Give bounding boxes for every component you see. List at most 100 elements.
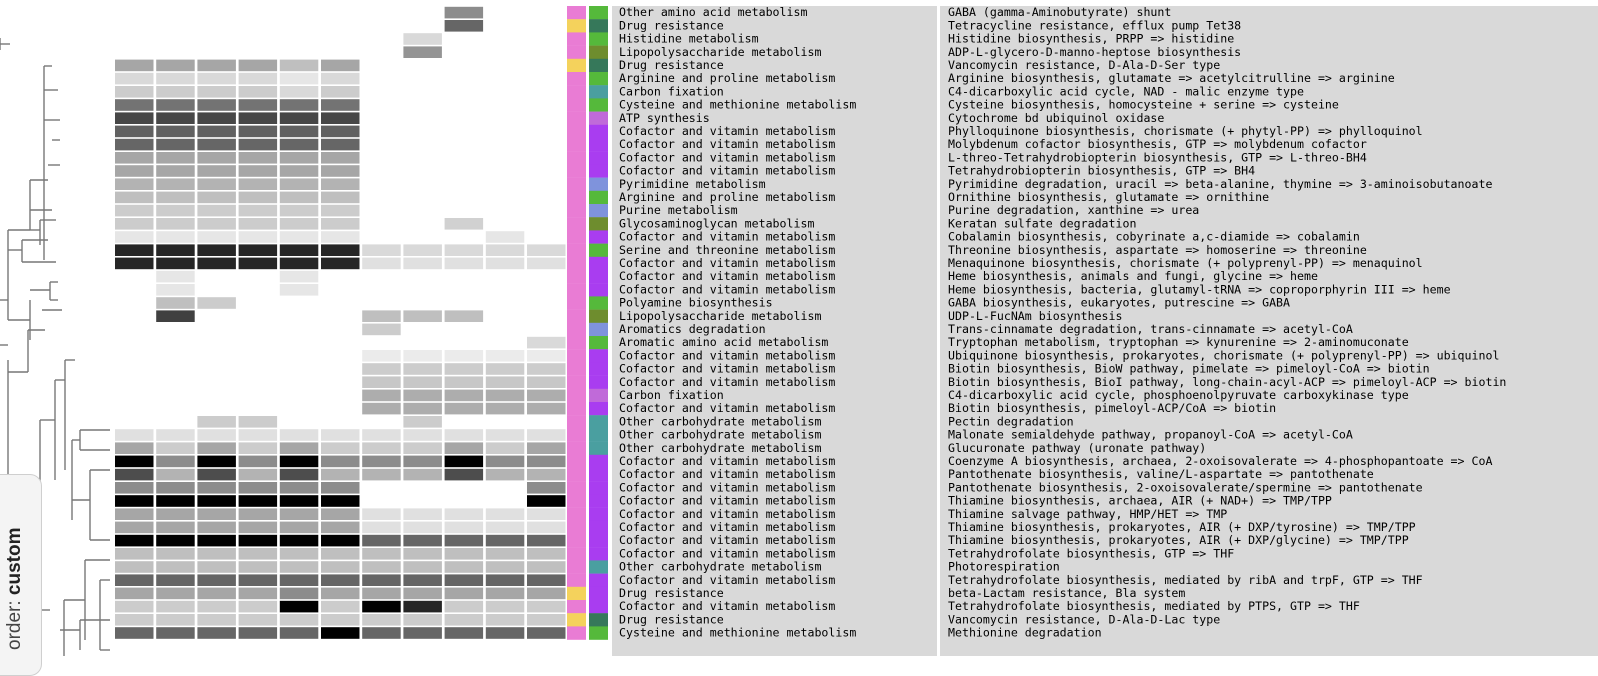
heatmap-cell xyxy=(115,508,154,520)
heatmap-cell xyxy=(115,548,154,560)
heatmap-cell xyxy=(403,402,442,415)
heatmap-cell xyxy=(444,442,484,454)
heatmap-cell xyxy=(403,244,442,256)
category-bar-segment xyxy=(589,362,608,376)
heatmap-cell xyxy=(115,257,154,270)
heatmap-cell xyxy=(444,429,484,441)
heatmap-cell xyxy=(156,587,195,600)
heatmap-cell xyxy=(321,614,360,626)
heatmap-cell xyxy=(444,257,484,270)
heatmap-cell xyxy=(156,627,195,639)
module-label: Threonine biosynthesis, aspartate => hom… xyxy=(948,243,1367,257)
module-label: Thiamine biosynthesis, archaea, AIR (+ N… xyxy=(948,494,1332,508)
heatmap-cell xyxy=(238,178,278,190)
order-tab[interactable] xyxy=(0,474,42,676)
heatmap-cell xyxy=(115,561,154,573)
category-label: Pyrimidine metabolism xyxy=(619,177,766,191)
group-bar-segment xyxy=(567,190,586,205)
heatmap-cell xyxy=(321,204,360,217)
category-label: Cofactor and vitamin metabolism xyxy=(619,269,835,283)
heatmap-cell xyxy=(485,429,525,441)
category-bar-segment xyxy=(589,454,608,469)
category-label: Lipopolysaccharide metabolism xyxy=(619,45,821,59)
heatmap-cell xyxy=(527,587,566,600)
category-label: Cofactor and vitamin metabolism xyxy=(619,494,835,508)
heatmap-cell xyxy=(197,455,236,468)
heatmap-cell xyxy=(403,310,442,322)
heatmap-cell xyxy=(238,72,278,85)
heatmap-cell xyxy=(197,112,236,124)
heatmap-cell xyxy=(403,442,442,454)
heatmap-cell xyxy=(279,218,319,230)
heatmap-cell xyxy=(321,152,360,164)
heatmap-cell xyxy=(485,350,525,362)
heatmap-cell xyxy=(238,600,278,613)
heatmap-cell xyxy=(279,455,319,468)
heatmap-cell xyxy=(115,614,154,626)
group-bar-segment xyxy=(567,164,586,178)
order-selector[interactable]: order: custom xyxy=(4,528,26,651)
heatmap-cell xyxy=(115,178,154,190)
category-label: Cofactor and vitamin metabolism xyxy=(619,467,835,481)
group-bar-segment xyxy=(567,124,586,139)
heatmap-cell xyxy=(485,627,525,639)
category-label: Other carbohydrate metabolism xyxy=(619,428,821,442)
heatmap-cell xyxy=(527,600,566,613)
heatmap-cell xyxy=(403,561,442,573)
heatmap-cell xyxy=(362,561,401,573)
module-label: Ornithine biosynthesis, glutamate => orn… xyxy=(948,190,1269,204)
heatmap-cell xyxy=(115,627,154,639)
category-bar-segment xyxy=(589,243,608,257)
heatmap-cell xyxy=(444,614,484,626)
heatmap-cell xyxy=(238,125,278,138)
heatmap-cell xyxy=(238,99,278,111)
heatmap-cell xyxy=(115,72,154,85)
heatmap-cell xyxy=(362,442,401,454)
group-bar-segment xyxy=(567,375,586,389)
heatmap-cell xyxy=(527,402,566,415)
heatmap-cell xyxy=(527,350,566,362)
heatmap-cell xyxy=(279,561,319,573)
heatmap-cell xyxy=(444,455,484,468)
heatmap-cell xyxy=(197,178,236,190)
heatmap-cell xyxy=(238,244,278,256)
category-label: Cofactor and vitamin metabolism xyxy=(619,454,835,468)
group-bar-segment xyxy=(567,85,586,99)
category-label: Carbon fixation xyxy=(619,388,724,402)
heatmap-cell xyxy=(403,627,442,639)
heatmap-cell xyxy=(362,614,401,626)
heatmap-cell xyxy=(238,468,278,481)
module-label: Ubiquinone biosynthesis, prokaryotes, ch… xyxy=(948,348,1499,362)
heatmap-cell xyxy=(279,495,319,507)
module-label: Molybdenum cofactor biosynthesis, GTP =>… xyxy=(948,137,1367,151)
heatmap-cell xyxy=(321,534,360,547)
category-bar-segment xyxy=(589,441,608,455)
heatmap-cell xyxy=(321,548,360,560)
group-bar-segment xyxy=(567,230,586,244)
heatmap-cell xyxy=(321,165,360,177)
category-bar-segment xyxy=(589,58,608,73)
heatmap-cell xyxy=(321,508,360,520)
group-bar-segment xyxy=(567,138,586,152)
heatmap-cell xyxy=(362,521,401,534)
heatmap-cell xyxy=(279,59,319,72)
group-bar-segment xyxy=(567,45,586,59)
heatmap-cell xyxy=(197,204,236,217)
heatmap-cell xyxy=(279,468,319,481)
heatmap-cell xyxy=(115,152,154,164)
heatmap-cell xyxy=(156,561,195,573)
module-label: Cobalamin biosynthesis, cobyrinate a,c-d… xyxy=(948,230,1360,244)
heatmap-cell xyxy=(403,416,442,428)
category-bar-segment xyxy=(589,375,608,389)
heatmap-cell xyxy=(485,574,525,586)
heatmap-cell xyxy=(444,389,484,402)
heatmap-cell xyxy=(156,152,195,164)
heatmap-cell xyxy=(115,125,154,138)
category-label: Aromatics degradation xyxy=(619,322,766,336)
category-label: Cofactor and vitamin metabolism xyxy=(619,137,835,151)
module-label: Arginine biosynthesis, glutamate => acet… xyxy=(948,71,1395,85)
module-label: Pantothenate biosynthesis, valine/L-aspa… xyxy=(948,467,1374,481)
heatmap-cell xyxy=(362,389,401,402)
heatmap-cell xyxy=(527,244,566,256)
heatmap-cell xyxy=(279,574,319,586)
